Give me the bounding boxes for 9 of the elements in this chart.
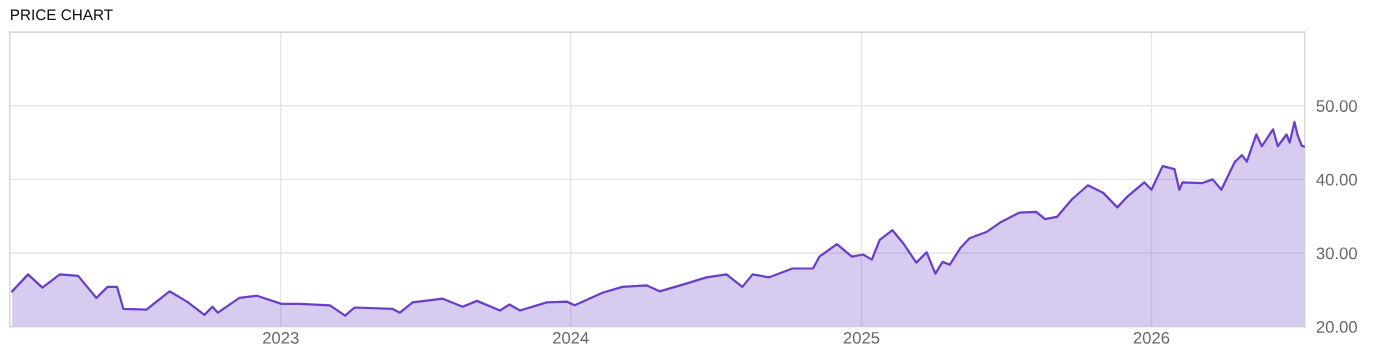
x-tick-label: 2023 (263, 331, 299, 344)
chart-title: PRICE CHART (11, 9, 113, 21)
y-tick-label: 20.00 (1316, 321, 1357, 333)
x-tick-label: 2024 (553, 331, 589, 344)
x-tick-label: 2026 (1133, 331, 1170, 344)
y-tick-label: 30.00 (1316, 247, 1357, 260)
x-tick-label: 2025 (843, 331, 880, 344)
y-tick-label: 40.00 (1316, 173, 1357, 186)
y-tick-label: 50.00 (1316, 100, 1357, 112)
